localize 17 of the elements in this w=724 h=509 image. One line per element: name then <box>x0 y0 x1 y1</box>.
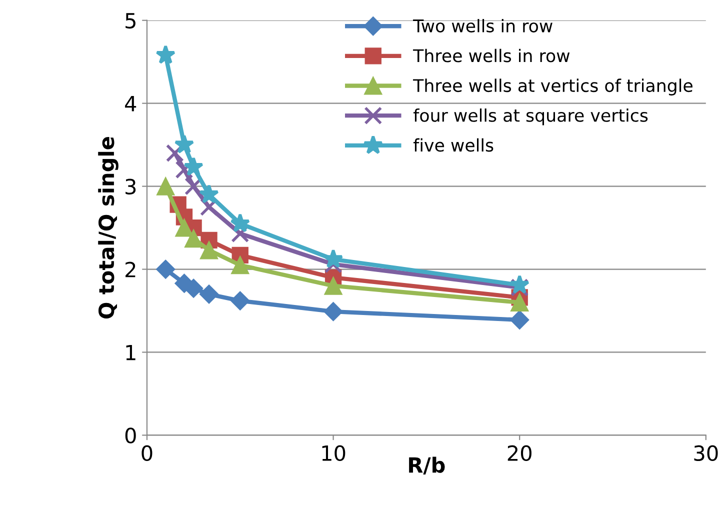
y-tick-label: 3 <box>126 178 136 195</box>
y-tick-label: 0 <box>125 428 136 444</box>
x-axis-title: R/b <box>409 456 445 475</box>
x-tick-label: 30 <box>694 445 718 462</box>
legend-label: five wells <box>413 138 494 152</box>
legend-label: Two wells in row <box>413 19 552 32</box>
y-tick-label: 4 <box>125 96 136 112</box>
x-tick-label: 20 <box>508 445 532 462</box>
y-axis-title: Q total/Q single <box>98 137 118 318</box>
x-tick-label: 0 <box>142 445 152 462</box>
x-tick-label: 10 <box>322 445 346 462</box>
y-tick-label: 5 <box>126 13 136 29</box>
legend-label: Three wells in row <box>413 48 570 62</box>
legend-label: four wells at square vertics <box>413 108 648 126</box>
y-tick-label: 2 <box>126 262 136 278</box>
y-tick-label: 1 <box>126 344 136 360</box>
legend-label: Three wells at vertics of triangle <box>413 78 692 96</box>
